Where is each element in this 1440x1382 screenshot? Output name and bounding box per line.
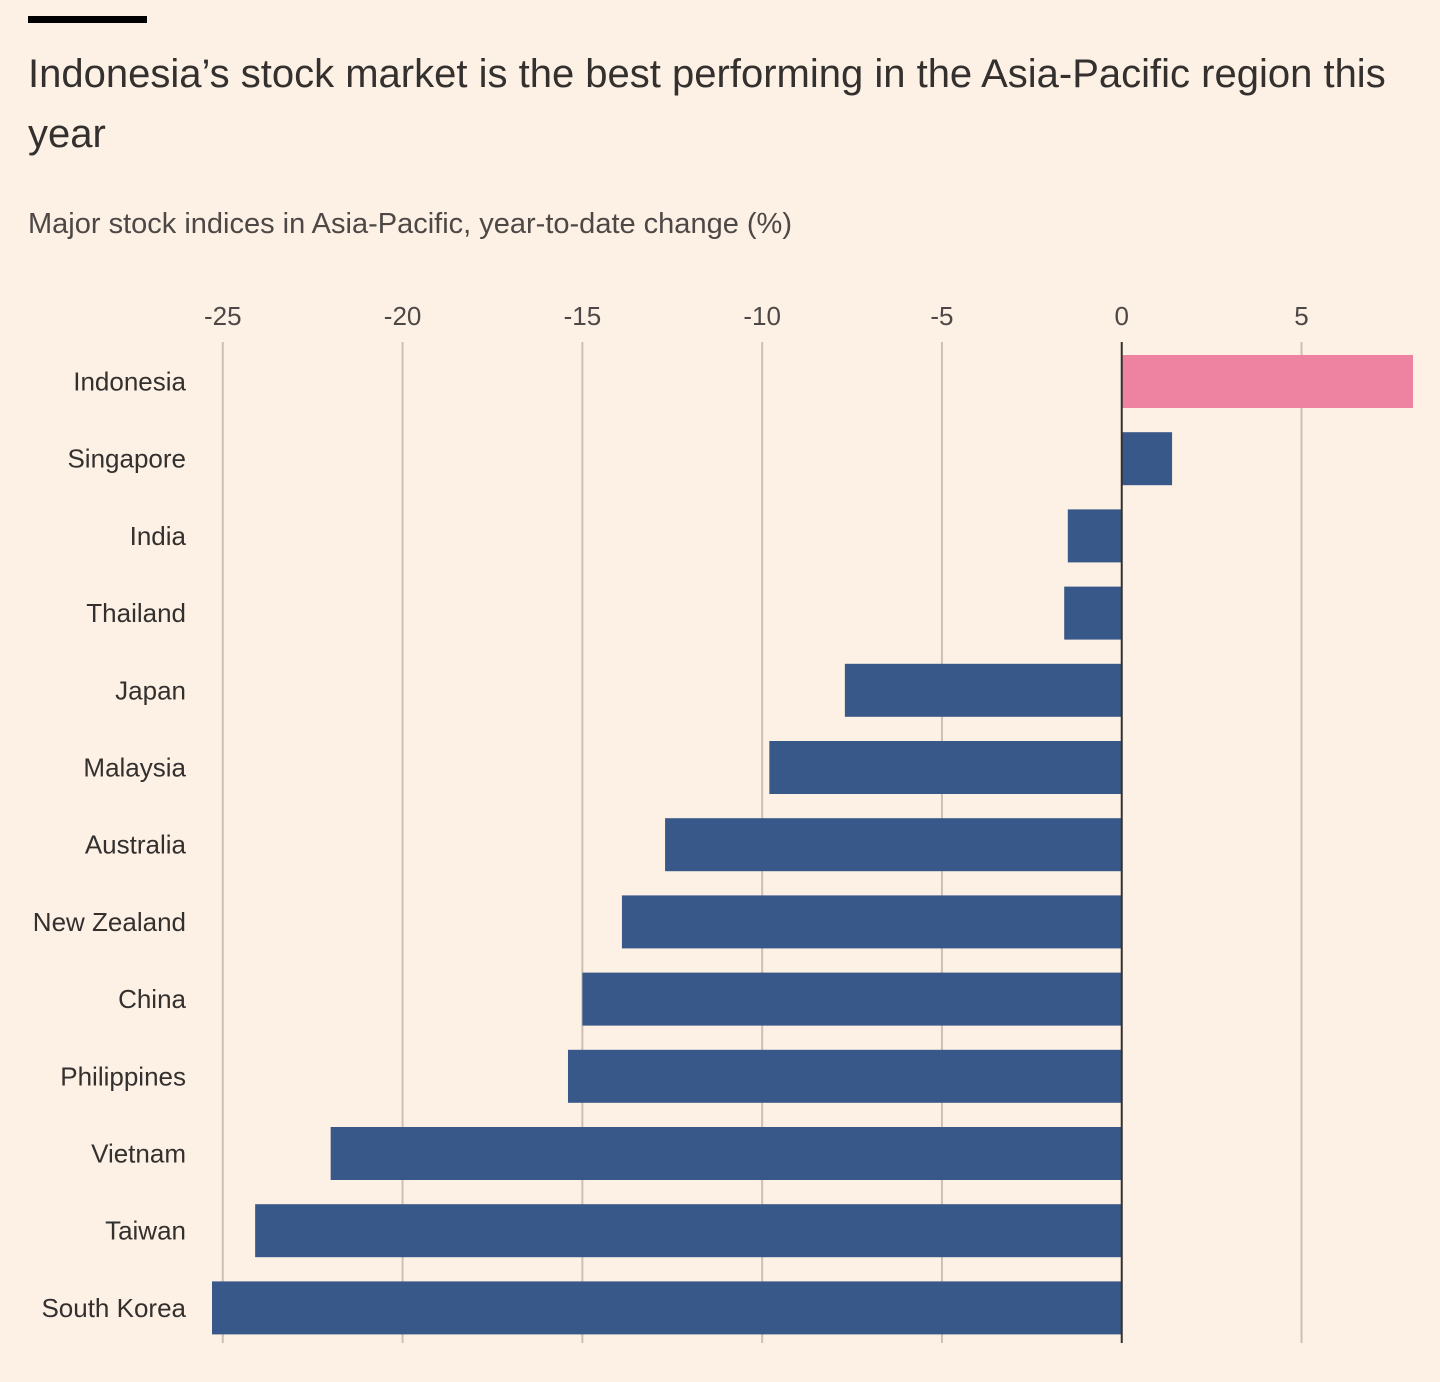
x-tick-label: -15: [564, 301, 602, 331]
x-tick-label: -10: [743, 301, 781, 331]
x-tick-label: -20: [384, 301, 422, 331]
category-label: Australia: [85, 830, 187, 860]
bar: [567, 1049, 1122, 1103]
x-tick-label: -25: [204, 301, 242, 331]
category-label: Vietnam: [91, 1139, 186, 1169]
bar: [255, 1204, 1122, 1258]
bar: [621, 895, 1122, 949]
bars: [212, 355, 1413, 1335]
chart-title: Indonesia’s stock market is the best per…: [28, 52, 1386, 156]
x-tick-label: 0: [1115, 301, 1129, 331]
category-label: South Korea: [41, 1293, 186, 1323]
bar: [582, 972, 1122, 1026]
bar: [1064, 586, 1122, 640]
category-label: India: [130, 521, 187, 551]
category-label: Japan: [115, 675, 186, 705]
category-labels: Indonesia Singapore India Thailand Japan Mala…: [33, 367, 187, 1323]
bar: [1121, 432, 1173, 486]
x-axis-ticks: -25 -20 -15 -10 -5 0 5: [204, 301, 1309, 331]
category-label: Singapore: [67, 444, 186, 474]
category-label: Taiwan: [105, 1216, 186, 1246]
x-tick-label: 5: [1294, 301, 1308, 331]
bar: [665, 818, 1122, 872]
bar: [1067, 509, 1122, 563]
top-rule: [28, 16, 147, 23]
chart-subtitle: Major stock indices in Asia-Pacific, yea…: [28, 208, 792, 240]
x-tick-label: -5: [930, 301, 953, 331]
bar: [769, 741, 1122, 794]
category-label: Philippines: [60, 1061, 186, 1091]
category-label: Thailand: [86, 598, 186, 628]
category-label: New Zealand: [33, 907, 186, 937]
bar: [330, 1127, 1122, 1180]
bar: [1121, 355, 1413, 408]
category-label: China: [118, 984, 186, 1014]
bar: [212, 1281, 1122, 1335]
category-label: Malaysia: [83, 753, 186, 783]
category-label: Indonesia: [73, 367, 186, 397]
bar: [844, 663, 1122, 717]
